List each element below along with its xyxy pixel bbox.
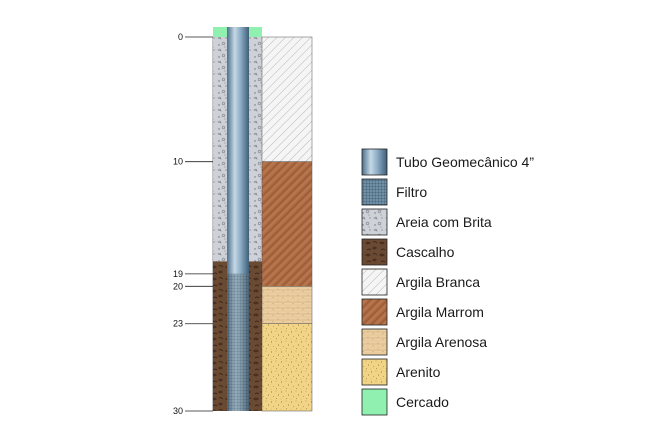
collar-right [248, 27, 262, 37]
depth-axis: 0 10 19 20 23 30 [173, 32, 214, 416]
legend-swatch-cercado [361, 388, 388, 416]
legend-label-arenito: Arenito [396, 364, 441, 380]
legend-swatch-argila_arenosa [361, 328, 388, 356]
legend-label-filtro: Filtro [396, 184, 427, 200]
legend-label-areia_brita: Areia com Brita [396, 214, 492, 230]
depth-tick-label: 0 [178, 32, 183, 42]
lithology-arenito [261, 323, 313, 412]
depth-tick-label: 20 [173, 281, 183, 291]
legend-label-cercado: Cercado [396, 394, 449, 410]
legend-swatch-argila_branca [361, 268, 388, 296]
collar-left [213, 27, 227, 37]
screen-filter-shading [227, 273, 249, 411]
depth-tick-label: 30 [173, 406, 183, 416]
legend-swatch-areia_brita [361, 208, 388, 236]
legend-label-argila_branca: Argila Branca [396, 274, 480, 290]
lithology-argila_arenosa [261, 286, 313, 324]
legend-swatch-tubo [361, 148, 388, 176]
legend-label-tubo: Tubo Geomecânico 4” [396, 154, 534, 170]
legend-swatch-cascalho [361, 238, 388, 266]
legend-label-argila_marrom: Argila Marrom [396, 304, 484, 320]
lithology-argila_branca [261, 36, 313, 162]
well-column [213, 27, 262, 411]
lithology-argila_marrom [261, 161, 313, 287]
legend-swatch-filtro [361, 178, 388, 206]
legend-swatch-argila_marrom [361, 298, 388, 326]
depth-tick-label: 23 [173, 319, 183, 329]
depth-tick-label: 19 [173, 269, 183, 279]
legend-label-cascalho: Cascalho [396, 244, 455, 260]
lithology-column [261, 36, 313, 412]
legend-swatch-arenito [361, 358, 388, 386]
legend-label-argila_arenosa: Argila Arenosa [396, 334, 487, 350]
depth-tick-label: 10 [173, 157, 183, 167]
legend: Tubo Geomecânico 4” Filtro Areia com Brita… [361, 148, 534, 416]
casing-pipe [227, 27, 249, 274]
